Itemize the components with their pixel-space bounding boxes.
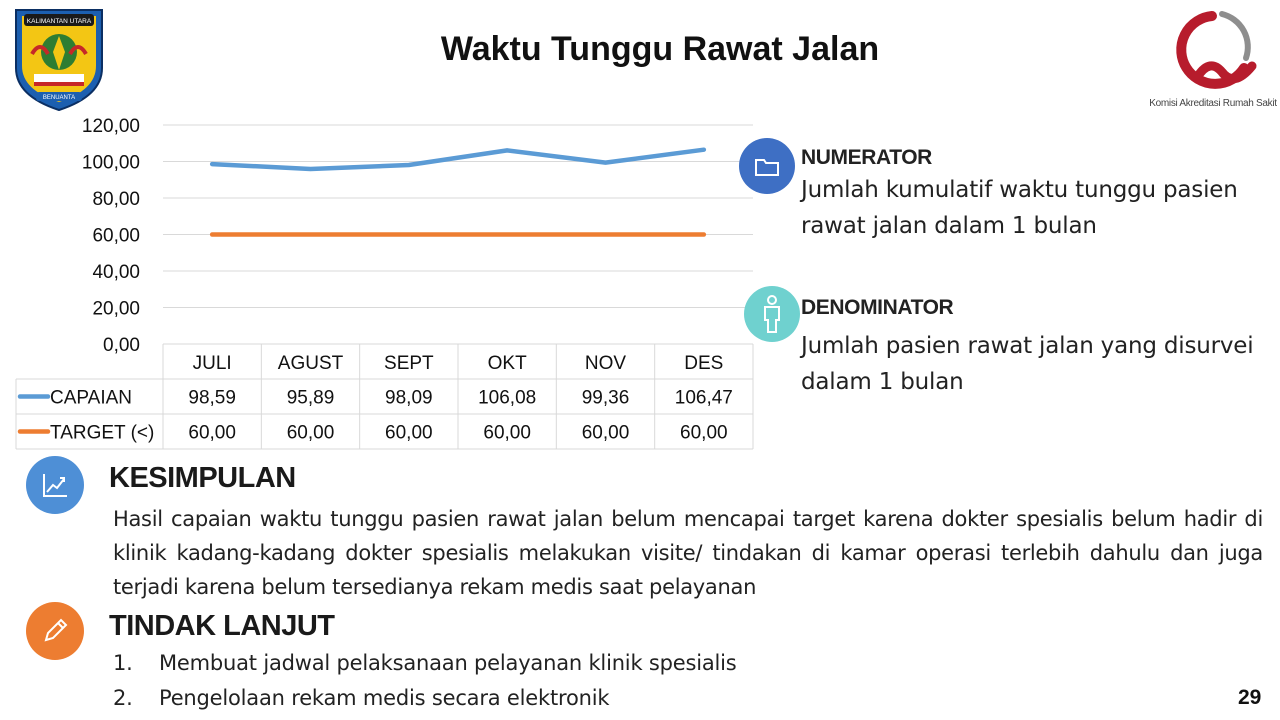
tindak-lanjut-list: 1. Membuat jadwal pelaksanaan pelayanan k… [113, 646, 737, 716]
x-category-label: OKT [488, 353, 527, 374]
legend-label: TARGET (<) [50, 423, 154, 444]
y-tick-label: 60,00 [92, 226, 140, 247]
province-emblem-logo: KALIMANTAN UTARA BENUANTA [15, 9, 103, 112]
denominator-person-icon [744, 286, 800, 342]
kesimpulan-chart-icon [26, 456, 84, 514]
legend-label: CAPAIAN [50, 388, 132, 409]
y-tick-label: 0,00 [103, 335, 140, 356]
page-title: Waktu Tunggu Rawat Jalan [440, 30, 880, 68]
tindak-lanjut-heading: TINDAK LANJUT [109, 610, 335, 642]
x-category-label: SEPT [384, 353, 434, 374]
denominator-line: Jumlah pasien rawat jalan yang disurvei [801, 333, 1254, 359]
y-tick-label: 100,00 [82, 153, 140, 174]
list-item-text: Membuat jadwal pelaksanaan pelayanan kli… [159, 651, 737, 675]
denominator-line: dalam 1 bulan [801, 369, 964, 395]
y-tick-label: 40,00 [92, 262, 140, 283]
x-category-label: JULI [193, 353, 232, 374]
line-chart: 0,00 20,00 40,00 60,00 80,00 100,00 120,00 JULI… [15, 116, 754, 450]
list-item-text: Pengelolaan rekam medis secara elektroni… [159, 686, 610, 710]
list-item-number: 2. [113, 686, 133, 710]
tindak-lanjut-pencil-icon [26, 602, 84, 660]
numerator-line: rawat jalan dalam 1 bulan [801, 213, 1097, 239]
numerator-folder-icon [739, 138, 795, 194]
table-value: 60,00 [188, 423, 236, 444]
list-item-number: 1. [113, 651, 133, 675]
denominator-text: Jumlah pasien rawat jalan yang disurvei … [801, 328, 1254, 400]
kars-logo: Komisi Akreditasi Rumah Sakit [1148, 6, 1278, 112]
emblem-bottom-text: BENUANTA [43, 95, 75, 101]
table-value: 106,47 [675, 388, 733, 409]
list-item: 1. Membuat jadwal pelaksanaan pelayanan k… [113, 646, 737, 681]
x-category-label: DES [684, 353, 723, 374]
table-value: 95,89 [287, 388, 335, 409]
table-value: 98,09 [385, 388, 433, 409]
list-item: 2. Pengelolaan rekam medis secara elektro… [113, 681, 737, 716]
numerator-line: Jumlah kumulatif waktu tunggu pasien [801, 177, 1238, 203]
table-value: 60,00 [287, 423, 335, 444]
x-category-label: NOV [585, 353, 627, 374]
numerator-heading: NUMERATOR [801, 146, 932, 169]
kars-logo-caption: Komisi Akreditasi Rumah Sakit [1149, 98, 1277, 109]
emblem-top-text: KALIMANTAN UTARA [27, 18, 92, 25]
table-value: 60,00 [680, 423, 728, 444]
kesimpulan-text: Hasil capaian waktu tunggu pasien rawat … [113, 507, 1263, 599]
kesimpulan-heading: KESIMPULAN [109, 462, 296, 494]
kars-q-mark-icon [1176, 11, 1257, 89]
x-category-label: AGUST [278, 353, 344, 374]
numerator-text: Jumlah kumulatif waktu tunggu pasien raw… [801, 172, 1238, 244]
table-value: 106,08 [478, 388, 536, 409]
table-value: 60,00 [582, 423, 630, 444]
table-value: 60,00 [385, 423, 433, 444]
table-value: 99,36 [582, 388, 630, 409]
table-value: 60,00 [483, 423, 531, 444]
y-tick-label: 120,00 [82, 116, 140, 137]
page-number: 29 [1238, 686, 1262, 709]
series-line-0 [209, 147, 707, 172]
y-tick-label: 80,00 [92, 189, 140, 210]
y-tick-label: 20,00 [92, 299, 140, 320]
denominator-heading: DENOMINATOR [801, 296, 954, 319]
table-value: 98,59 [188, 388, 236, 409]
